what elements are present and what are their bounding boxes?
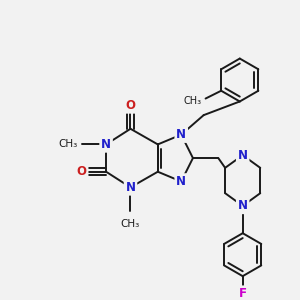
Text: N: N	[176, 128, 186, 141]
Text: O: O	[77, 165, 87, 178]
Text: N: N	[101, 138, 111, 151]
Text: N: N	[238, 200, 248, 212]
Text: N: N	[238, 148, 248, 162]
Text: CH₃: CH₃	[184, 95, 202, 106]
Text: F: F	[239, 287, 247, 300]
Text: N: N	[125, 181, 136, 194]
Text: N: N	[176, 175, 186, 188]
Text: CH₃: CH₃	[121, 219, 140, 229]
Text: CH₃: CH₃	[58, 140, 78, 149]
Text: O: O	[125, 99, 136, 112]
